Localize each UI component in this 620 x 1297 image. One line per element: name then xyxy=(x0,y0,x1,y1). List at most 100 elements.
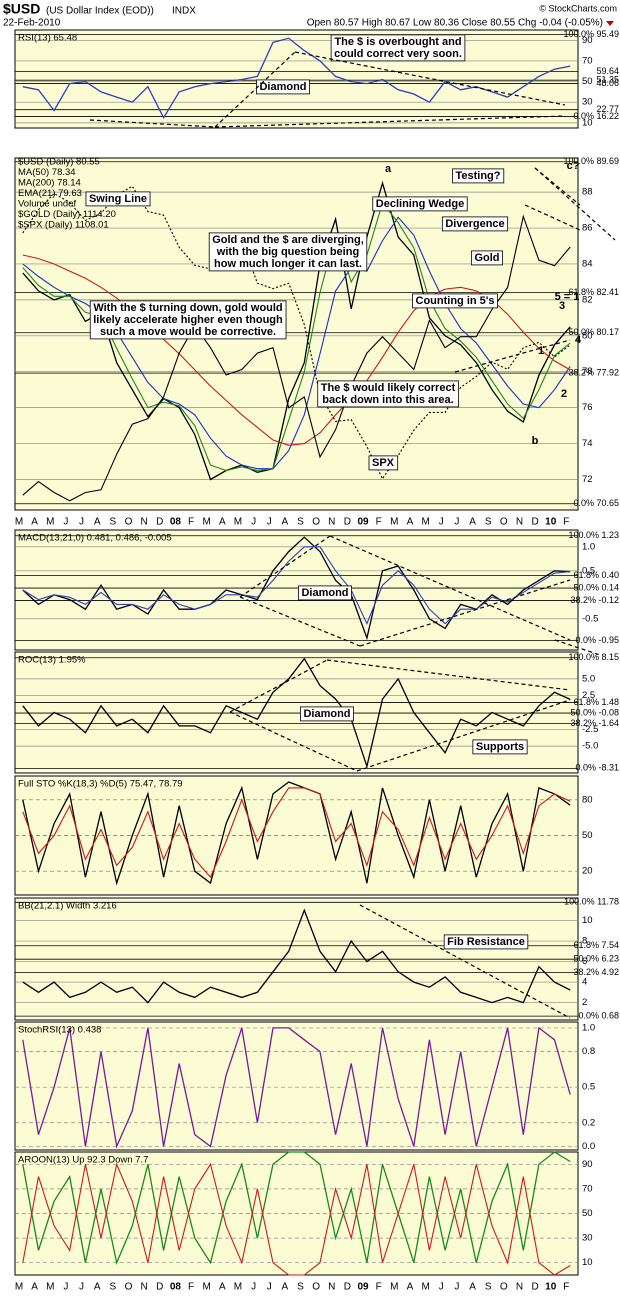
x-tick-label: M xyxy=(390,1282,398,1293)
y-tick-label: 74 xyxy=(582,438,593,449)
y-tick-label: 0.8 xyxy=(582,1046,595,1057)
x-tick-label: S xyxy=(297,1282,304,1293)
annotation: Diamond xyxy=(303,708,350,720)
fib-label: 51.35 xyxy=(596,75,619,85)
x-tick-label: O xyxy=(312,1282,320,1293)
y-tick-label: 10 xyxy=(582,915,593,926)
x-tick-label: N xyxy=(516,1282,523,1293)
fib-label: 59.64 xyxy=(596,66,619,76)
y-tick-label: 1.0 xyxy=(582,541,595,552)
x-tick-label: O xyxy=(500,517,508,528)
x-tick-label: J xyxy=(251,517,256,528)
x-tick-label: J xyxy=(439,1282,444,1293)
annotation: Fib Resistance xyxy=(447,936,525,948)
y-tick-label: 30 xyxy=(582,1233,593,1244)
y-tick-label: 2.5 xyxy=(582,690,595,701)
annotation-box xyxy=(443,934,529,950)
series-line xyxy=(22,180,571,481)
panel-title: RSI(13) 65.48 xyxy=(18,33,77,44)
trend-line xyxy=(294,51,566,106)
annotation: SPX xyxy=(372,457,395,469)
y-tick-label: 70 xyxy=(582,1183,593,1194)
annotation: likely accelerate higher even though xyxy=(93,314,283,326)
y-tick-label: 72 xyxy=(582,474,593,485)
annotation-box xyxy=(471,250,503,266)
x-tick-label: M xyxy=(234,1282,242,1293)
fib-label: 50.0% 0.14 xyxy=(573,582,619,592)
y-tick-label: 80 xyxy=(582,330,593,341)
y-tick-label: 50 xyxy=(582,76,593,87)
panel-background xyxy=(14,29,579,129)
series-line xyxy=(22,1026,571,1149)
panel-title: ROC(13) 1.95% xyxy=(18,655,86,666)
index-name: (US Dollar Index (EOD)) xyxy=(46,6,154,17)
annotation: Gold xyxy=(474,252,499,264)
exchange: INDX xyxy=(172,6,196,17)
trend-line xyxy=(326,659,571,691)
annotation: The $ would likely correct xyxy=(321,382,456,394)
fib-label: 100.0% 89.69 xyxy=(563,156,619,166)
x-tick-label: D xyxy=(344,517,351,528)
annotation-box xyxy=(208,232,368,272)
x-tick-label: M xyxy=(15,1282,23,1293)
fib-label: 38.2% -1.64 xyxy=(570,718,619,728)
annotation: 5 = 1 xyxy=(555,291,580,303)
panel-title: BB(21,2.1) Width 3.216 xyxy=(18,901,117,912)
y-tick-label: 50 xyxy=(582,1208,593,1219)
y-tick-label: 6 xyxy=(582,956,587,967)
trend-line xyxy=(524,204,581,231)
legend-entry: $GOLD (Daily) 1114.20 xyxy=(18,209,116,220)
annotation: how much longer it can last. xyxy=(214,258,362,270)
panel-title: Full STO %K(18,3) %D(5) 75.47, 78.79 xyxy=(18,779,183,790)
x-tick-label: S xyxy=(485,1282,492,1293)
annotation: 4 xyxy=(575,334,582,346)
y-tick-label: 10 xyxy=(582,117,593,128)
x-tick-label: M xyxy=(421,517,429,528)
x-tick-label: D xyxy=(344,1282,351,1293)
trend-line xyxy=(359,579,571,647)
fib-label: 100.0% 95.49 xyxy=(563,29,619,39)
annotation-box xyxy=(412,293,498,309)
trend-line xyxy=(229,711,358,772)
annotation: The $ is overbought and xyxy=(334,36,461,48)
fib-label: 50.0% -0.08 xyxy=(570,707,619,717)
x-tick-label: O xyxy=(312,517,320,528)
x-tick-label: M xyxy=(15,517,23,528)
annotation: back down into this area. xyxy=(322,394,453,406)
annotation-box xyxy=(85,191,151,207)
x-tick-label: J xyxy=(267,1282,272,1293)
x-tick-label: J xyxy=(439,517,444,528)
annotation-box xyxy=(441,216,509,232)
annotation-box xyxy=(330,34,466,62)
trend-line xyxy=(356,699,571,772)
fib-label: 0.0% 70.65 xyxy=(573,498,619,508)
x-tick-label: F xyxy=(188,517,194,528)
annotation-box xyxy=(298,585,352,601)
x-tick-label: 09 xyxy=(357,517,369,528)
y-tick-label: 4 xyxy=(582,977,587,988)
x-tick-label: 10 xyxy=(545,1282,557,1293)
x-tick-label: F xyxy=(563,1282,569,1293)
x-tick-label: N xyxy=(140,1282,147,1293)
x-tick-label: F xyxy=(376,1282,382,1293)
annotation-box xyxy=(300,706,354,722)
fib-label: 38.2% 77.92 xyxy=(568,368,619,378)
fib-label: 22.77 xyxy=(596,104,619,114)
down-arrow xyxy=(606,21,614,26)
x-tick-label: 08 xyxy=(170,517,182,528)
date: 22-Feb-2010 xyxy=(3,18,61,29)
series-line xyxy=(22,1151,571,1265)
legend-entry: $SPX (Daily) 1108.01 xyxy=(18,220,109,231)
legend-text: Volume undef xyxy=(18,199,76,210)
x-tick-label: M xyxy=(234,517,242,528)
x-tick-label: J xyxy=(454,1282,459,1293)
x-tick-label: 10 xyxy=(545,517,557,528)
panel-background xyxy=(14,1021,579,1151)
x-tick-label: N xyxy=(516,517,523,528)
x-tick-label: J xyxy=(79,1282,84,1293)
y-tick-label: 80 xyxy=(582,794,593,805)
x-tick-label: M xyxy=(202,1282,210,1293)
x-tick-label: 08 xyxy=(170,1282,182,1293)
annotation: Counting in 5's xyxy=(416,295,495,307)
